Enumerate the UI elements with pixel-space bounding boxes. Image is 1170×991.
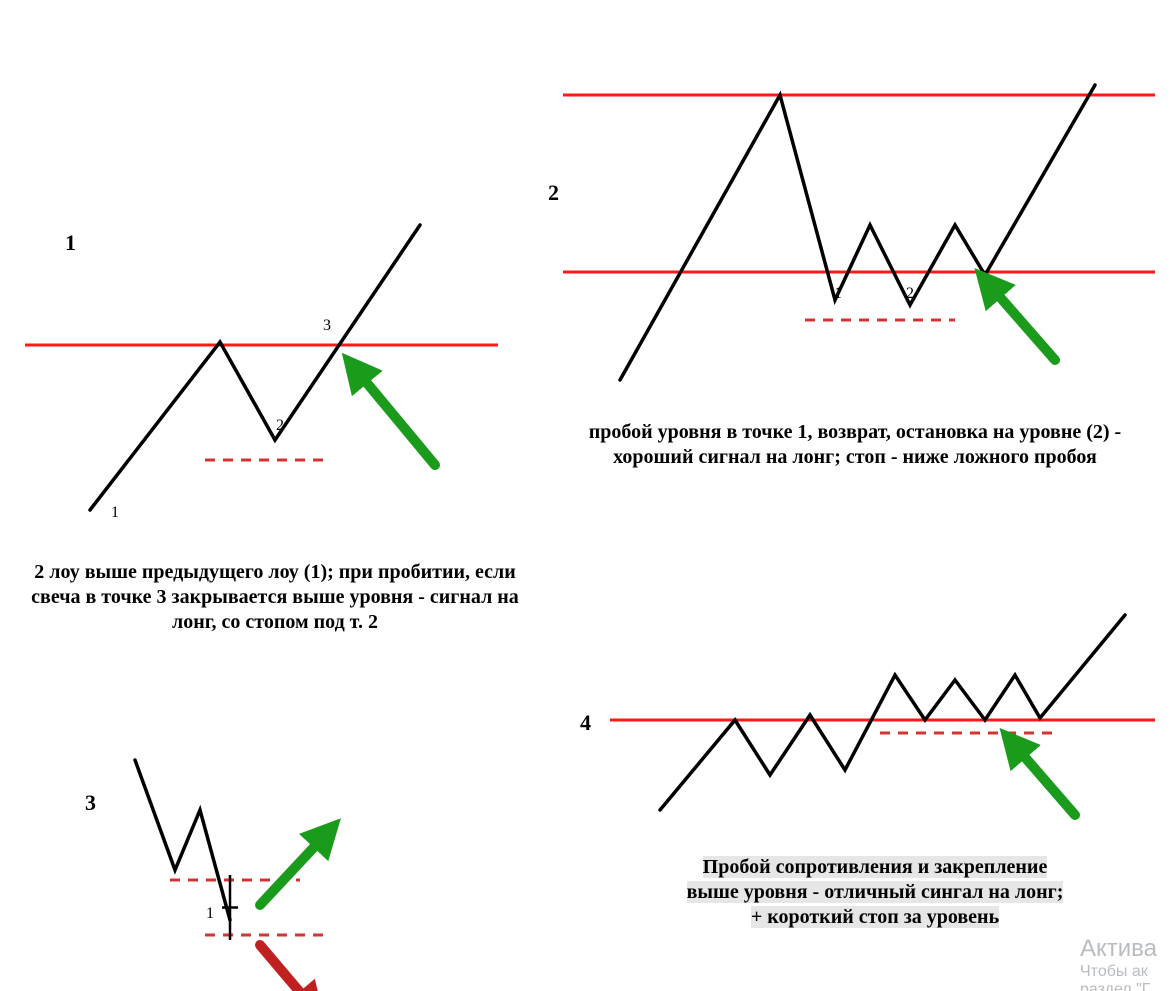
- page-root: 1 1 2 3 2 1 2 3 1 4 2 лоу выше предыдущего лоу (1…: [0, 0, 1170, 991]
- signal-arrow: [260, 830, 330, 905]
- signal-arrow: [1010, 740, 1075, 815]
- watermark-sub: Чтобы ак: [1080, 963, 1148, 981]
- caption-line: выше уровня - отличный сингал на лонг;: [687, 881, 1064, 903]
- panel-number: 3: [85, 790, 96, 815]
- point-label: 3: [323, 317, 331, 334]
- signal-arrow: [352, 365, 435, 465]
- point-label: 1: [206, 905, 214, 922]
- panel-number: 2: [548, 180, 559, 205]
- caption-panel-4: Пробой сопротивления и закрепление выше у…: [620, 855, 1130, 930]
- diagram-svg: 1 1 2 3 2 1 2 3 1 4: [0, 0, 1170, 991]
- point-label: 1: [834, 285, 842, 302]
- price-line: [660, 615, 1125, 810]
- caption-line: + короткий стоп за уровень: [751, 906, 999, 928]
- panel-number: 4: [580, 710, 591, 735]
- price-line: [135, 760, 230, 920]
- price-line: [90, 225, 420, 510]
- point-label: 2: [906, 285, 914, 302]
- price-line: [620, 85, 1095, 380]
- panel-number: 1: [65, 230, 76, 255]
- watermark-sub2: раздел "Г: [1080, 981, 1150, 991]
- signal-arrow: [260, 945, 315, 991]
- signal-arrow: [985, 280, 1055, 360]
- watermark-title: Актива: [1080, 935, 1157, 963]
- caption-panel-2: пробой уровня в точке 1, возврат, остано…: [565, 420, 1145, 470]
- caption-line: Пробой сопротивления и закрепление: [703, 856, 1048, 878]
- point-label: 1: [111, 504, 119, 521]
- caption-panel-1: 2 лоу выше предыдущего лоу (1); при проб…: [30, 560, 520, 635]
- point-label: 2: [276, 417, 284, 434]
